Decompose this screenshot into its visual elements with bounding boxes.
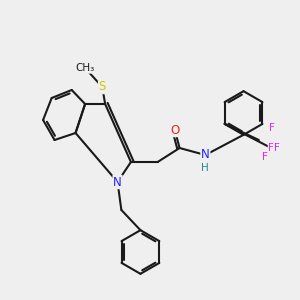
Text: F: F (274, 143, 280, 153)
Text: N: N (201, 148, 210, 161)
Text: H: H (202, 163, 209, 173)
Text: F: F (269, 123, 275, 133)
Text: O: O (170, 124, 179, 136)
Text: F: F (262, 152, 268, 162)
Text: CH₃: CH₃ (76, 63, 95, 73)
Text: S: S (99, 80, 106, 94)
Text: F: F (268, 143, 274, 153)
Text: N: N (113, 176, 122, 188)
